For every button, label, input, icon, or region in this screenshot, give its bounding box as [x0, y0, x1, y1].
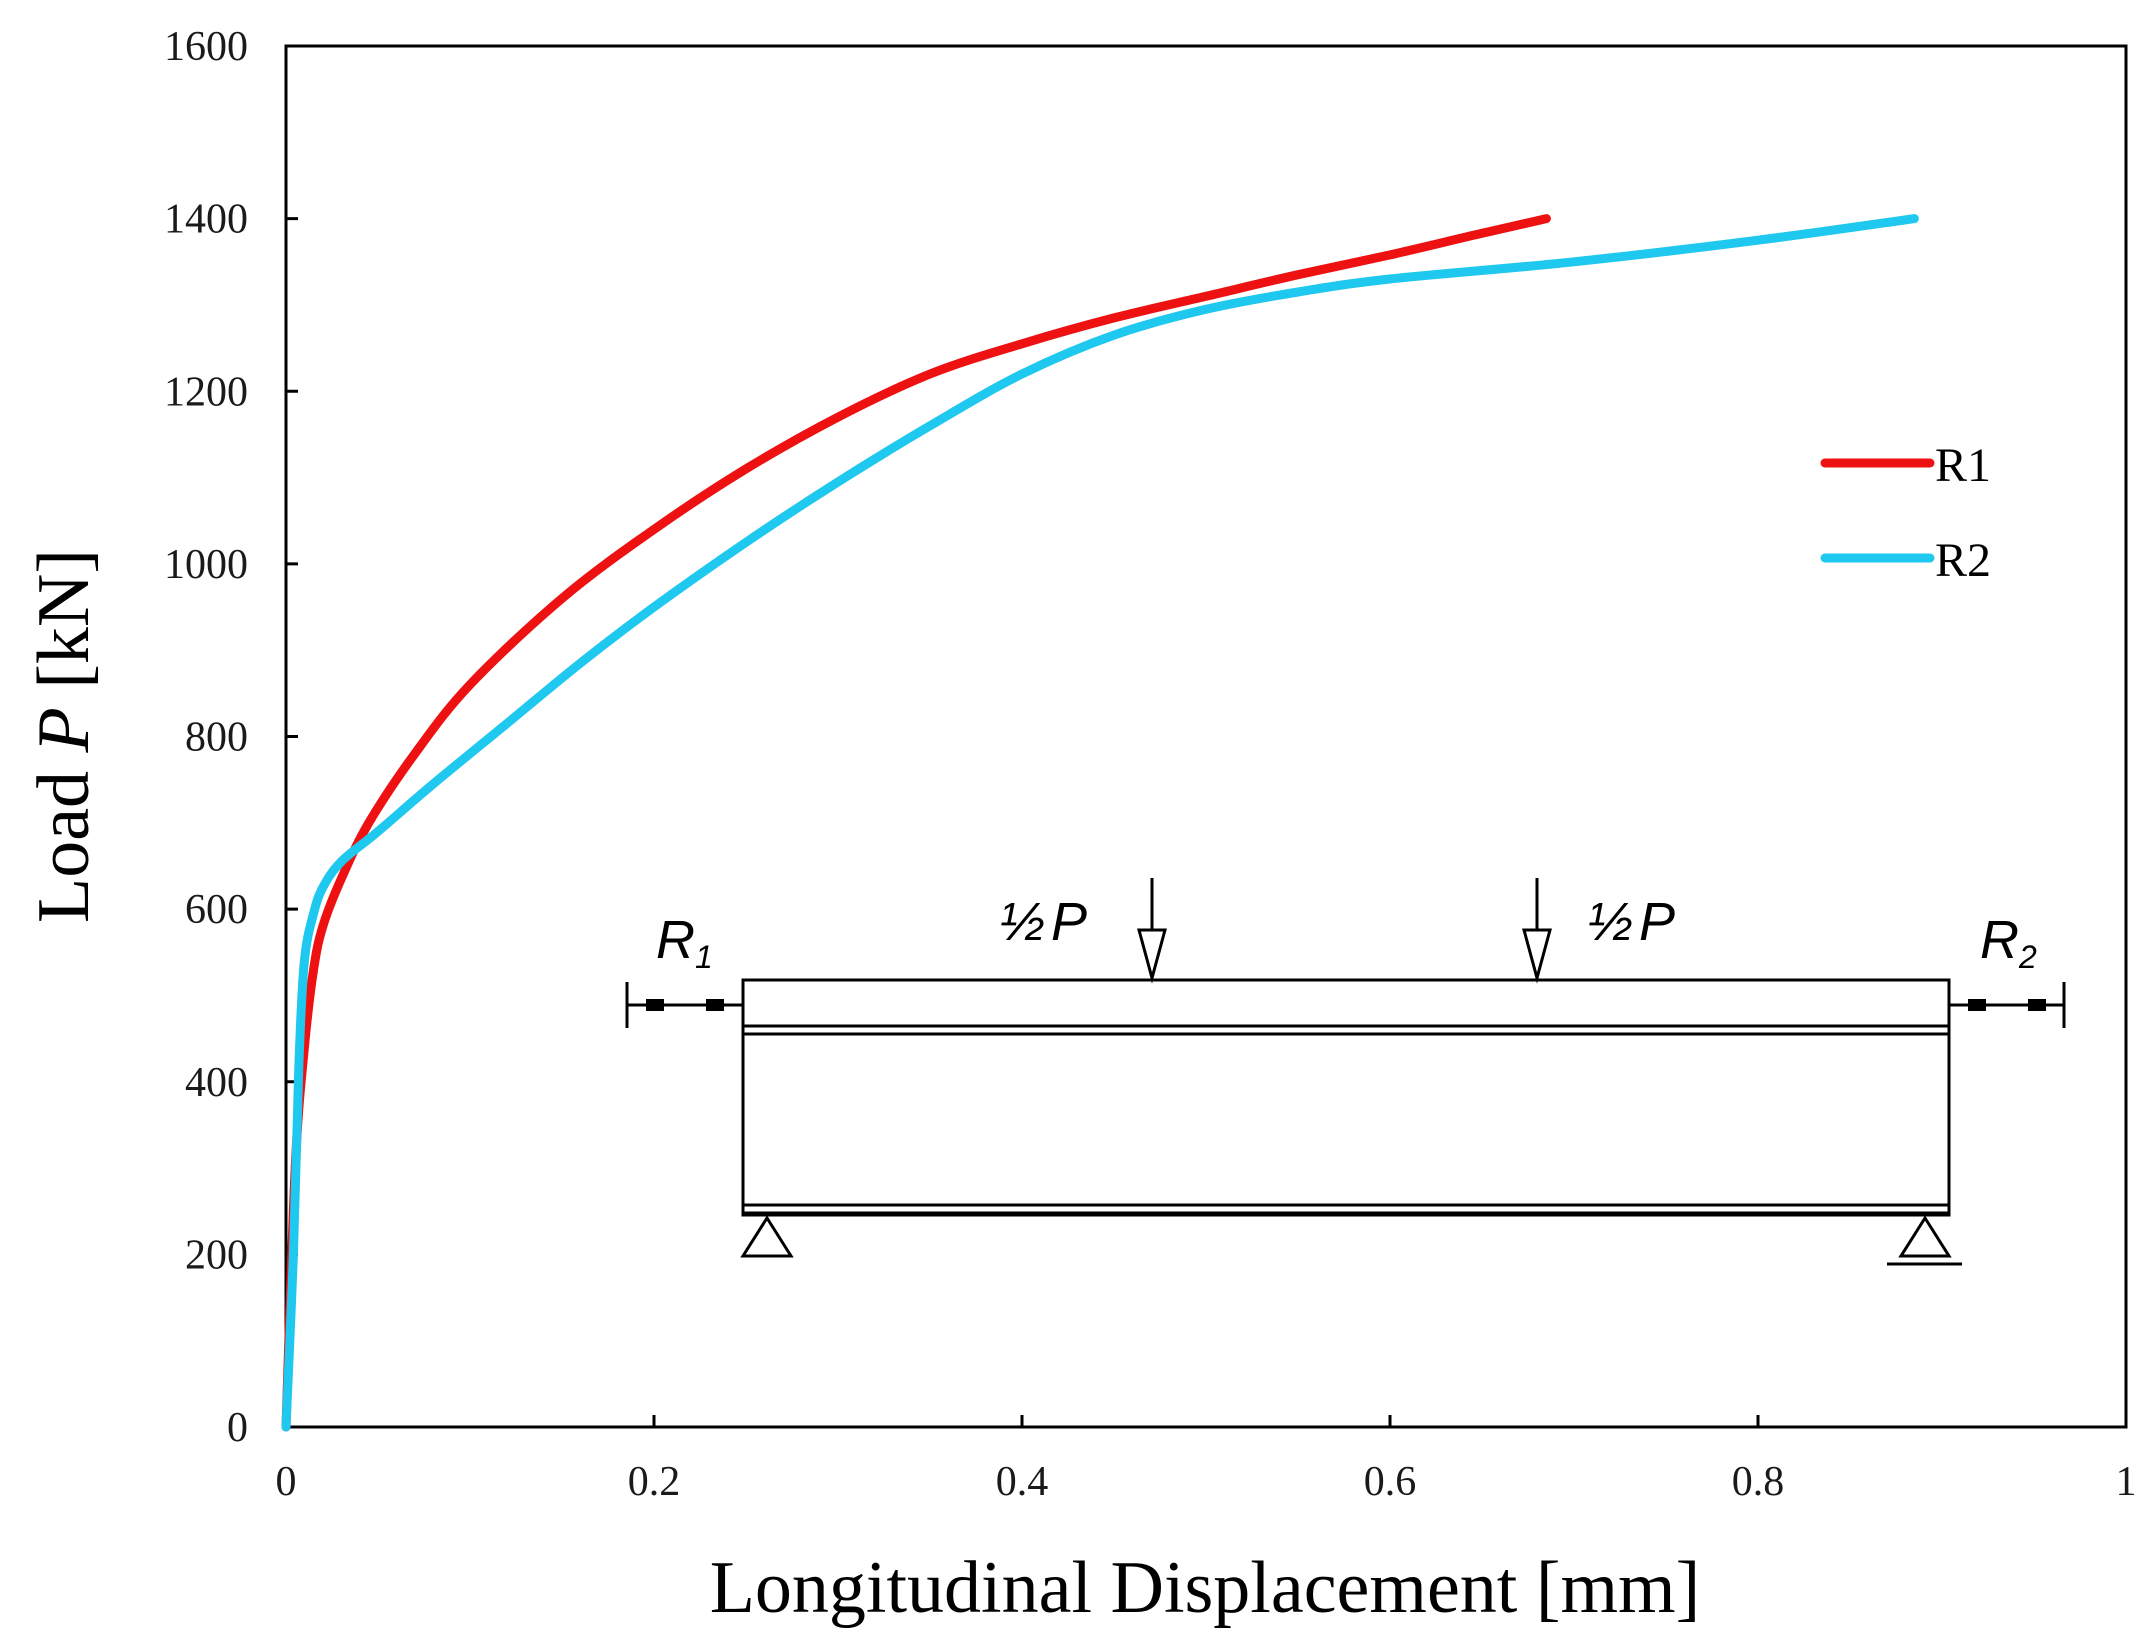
series-line-r2 [281, 214, 1919, 1432]
reaction-right-var: R [1980, 910, 2019, 970]
legend: R1 R2 [1820, 439, 1991, 587]
y-tick-label: 1600 [164, 24, 248, 70]
y-axis-ticks: 0 200 400 600 800 1000 1200 1400 1600 [164, 24, 298, 1451]
load-label-right-half: ½ [1588, 892, 1633, 952]
legend-label-r2: R2 [1935, 534, 1991, 587]
pin-support-icon [740, 1215, 794, 1258]
gauge-right-marker-2 [2028, 999, 2046, 1011]
y-tick-label: 1400 [164, 197, 248, 243]
y-tick-label: 0 [227, 1405, 248, 1451]
x-tick-label: 0.2 [628, 1459, 681, 1505]
plot-area-frame [284, 44, 2128, 1429]
load-label-left-var: P [1051, 892, 1087, 952]
y-axis-title: Load P [kN] [23, 549, 105, 923]
y-axis-title-var: P [23, 707, 105, 753]
legend-label-r1: R1 [1935, 439, 1991, 492]
gauge-right-marker-1 [1968, 999, 1986, 1011]
reaction-right-sub: 2 [2018, 939, 2037, 975]
y-tick-label: 200 [185, 1232, 248, 1278]
y-tick-label: 400 [185, 1060, 248, 1106]
series-layer [281, 214, 1919, 1432]
x-axis-ticks: 0 0.2 0.4 0.6 0.8 1 [276, 1415, 2137, 1505]
load-arrow-left-icon [1137, 928, 1167, 984]
reaction-left-label: R1 [656, 910, 713, 975]
gauge-left-marker-2 [706, 999, 724, 1011]
x-tick-label: 0.8 [1732, 1459, 1785, 1505]
series-line-r1 [281, 214, 1551, 1432]
x-tick-label: 0 [276, 1459, 297, 1505]
load-label-right-var: P [1639, 892, 1675, 952]
y-tick-label: 1000 [164, 542, 248, 588]
reaction-left-var: R [656, 910, 695, 970]
y-axis-title-suffix: [kN] [23, 549, 105, 707]
load-label-left-half: ½ [1000, 892, 1045, 952]
x-tick-label: 0.4 [996, 1459, 1049, 1505]
y-axis-title-prefix: Load [23, 752, 105, 923]
x-axis-title: Longitudinal Displacement [mm] [710, 1547, 1701, 1629]
reaction-left-sub: 1 [695, 939, 713, 975]
x-tick-label: 1 [2116, 1459, 2137, 1505]
x-tick-label: 0.6 [1364, 1459, 1417, 1505]
beam-body [741, 978, 1951, 1217]
roller-support-icon [1898, 1215, 1952, 1258]
y-tick-label: 1200 [164, 369, 248, 415]
reaction-right-label: R2 [1980, 910, 2037, 975]
load-arrow-right-icon [1522, 928, 1552, 984]
gauge-left-marker-1 [646, 999, 664, 1011]
y-tick-label: 800 [185, 715, 248, 761]
y-tick-label: 600 [185, 887, 248, 933]
